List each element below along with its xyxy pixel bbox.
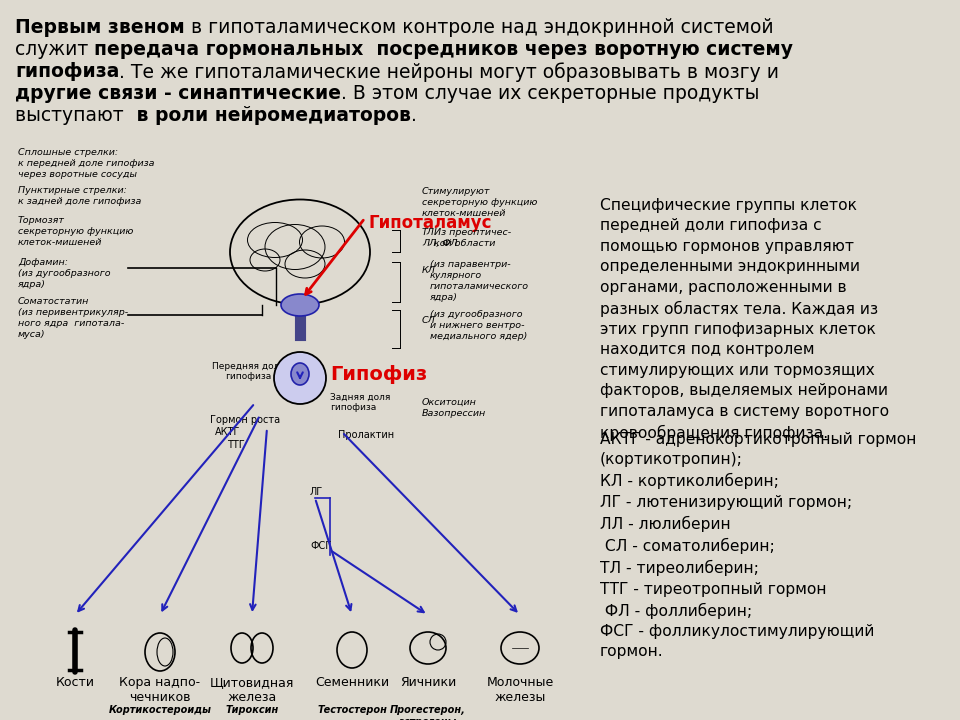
Text: секреторную функцию: секреторную функцию	[422, 198, 538, 207]
Text: Окситоцин: Окситоцин	[422, 398, 477, 407]
Text: ного ядра  гипотала-: ного ядра гипотала-	[18, 319, 124, 328]
Text: Тироксин: Тироксин	[226, 705, 278, 715]
Circle shape	[274, 352, 326, 404]
Text: Передняя доля
гипофиза: Передняя доля гипофиза	[211, 362, 284, 382]
Text: ЛЛ, ФЛ: ЛЛ, ФЛ	[422, 239, 458, 248]
Ellipse shape	[281, 294, 319, 316]
Text: (из дугообразного: (из дугообразного	[430, 310, 522, 319]
Text: Молочные
железы: Молочные железы	[487, 676, 554, 704]
Text: через воротные сосуды: через воротные сосуды	[18, 170, 137, 179]
Text: к задней доле гипофиза: к задней доле гипофиза	[18, 197, 141, 206]
Text: в роли нейромедиаторов: в роли нейромедиаторов	[130, 106, 411, 125]
Text: КЛ: КЛ	[422, 266, 436, 275]
Text: секреторную функцию: секреторную функцию	[18, 227, 133, 236]
Text: медиального ядер): медиального ядер)	[430, 332, 527, 341]
Text: Задняя доля
гипофиза: Задняя доля гипофиза	[330, 393, 391, 413]
Text: (из паравентри-: (из паравентри-	[430, 260, 511, 269]
Text: ТЛ: ТЛ	[422, 228, 435, 237]
Text: Тестостерон: Тестостерон	[317, 705, 387, 715]
Text: Пролактин: Пролактин	[338, 430, 395, 440]
Text: Гормон роста: Гормон роста	[210, 415, 280, 425]
Text: Соматостатин: Соматостатин	[18, 297, 89, 306]
Text: гипофиза: гипофиза	[15, 62, 119, 81]
Text: .: .	[411, 106, 417, 125]
Text: выступают: выступают	[15, 106, 130, 125]
Text: гипоталамического: гипоталамического	[430, 282, 529, 291]
Text: кой области: кой области	[434, 239, 495, 248]
Text: ТТГ: ТТГ	[227, 440, 245, 450]
Text: ЛГ: ЛГ	[310, 487, 324, 497]
Text: АКТГ - адренокортикотропный гормон
(кортикотропин);
КЛ - кортиколиберин;
ЛГ - лю: АКТГ - адренокортикотропный гормон (корт…	[600, 432, 917, 660]
Text: Стимулируют: Стимулируют	[422, 187, 491, 196]
Text: Прогестерон,
эстрогены: Прогестерон, эстрогены	[390, 705, 466, 720]
Text: Гипофиз: Гипофиз	[330, 366, 427, 384]
Text: Вазопрессин: Вазопрессин	[422, 409, 487, 418]
Text: . В этом случае их секреторные продукты: . В этом случае их секреторные продукты	[341, 84, 759, 103]
Text: к передней доле гипофиза: к передней доле гипофиза	[18, 159, 155, 168]
Text: Специфические группы клеток
передней доли гипофиза с
помощью гормонов управляют
: Специфические группы клеток передней дол…	[600, 198, 889, 441]
Text: Дофамин:: Дофамин:	[18, 258, 68, 267]
Text: Щитовидная
железа: Щитовидная железа	[210, 676, 294, 704]
Text: (из дугообразного: (из дугообразного	[18, 269, 110, 278]
Text: Гипоталамус: Гипоталамус	[368, 214, 492, 232]
Text: другие связи - синаптические: другие связи - синаптические	[15, 84, 341, 103]
Text: кулярного: кулярного	[430, 271, 482, 280]
Text: клеток-мишеней: клеток-мишеней	[422, 209, 506, 218]
Text: Пунктирные стрелки:: Пунктирные стрелки:	[18, 186, 127, 195]
Text: передача гормональных  посредников через воротную систему: передача гормональных посредников через …	[94, 40, 793, 59]
Text: Кора надпо-
чечников: Кора надпо- чечников	[119, 676, 201, 704]
Text: . Те же гипоталамические нейроны могут образовывать в мозгу и: . Те же гипоталамические нейроны могут о…	[119, 62, 780, 81]
Text: Первым звеном: Первым звеном	[15, 18, 184, 37]
Text: (из перивентрикуляр-: (из перивентрикуляр-	[18, 308, 128, 317]
Text: в гипоталамическом контроле над эндокринной системой: в гипоталамическом контроле над эндокрин…	[184, 18, 774, 37]
Text: Кортикостероиды: Кортикостероиды	[108, 705, 211, 715]
Text: АКТГ: АКТГ	[215, 427, 240, 437]
Text: Из преоптичес-: Из преоптичес-	[434, 228, 511, 237]
Ellipse shape	[291, 363, 309, 385]
Text: ядра): ядра)	[430, 293, 458, 302]
Text: и нижнего вентро-: и нижнего вентро-	[430, 321, 524, 330]
Text: служит: служит	[15, 40, 94, 59]
Text: Тормозят: Тормозят	[18, 216, 65, 225]
Text: Сплошные стрелки:: Сплошные стрелки:	[18, 148, 118, 157]
Text: клеток-мишеней: клеток-мишеней	[18, 238, 103, 247]
Text: Семенники: Семенники	[315, 676, 389, 689]
Text: муса): муса)	[18, 330, 46, 339]
Text: СЛ: СЛ	[422, 316, 436, 325]
Text: Кости: Кости	[56, 676, 94, 689]
Text: Яичники: Яичники	[400, 676, 456, 689]
Text: ФСГ: ФСГ	[310, 541, 331, 551]
Text: ядра): ядра)	[18, 280, 46, 289]
